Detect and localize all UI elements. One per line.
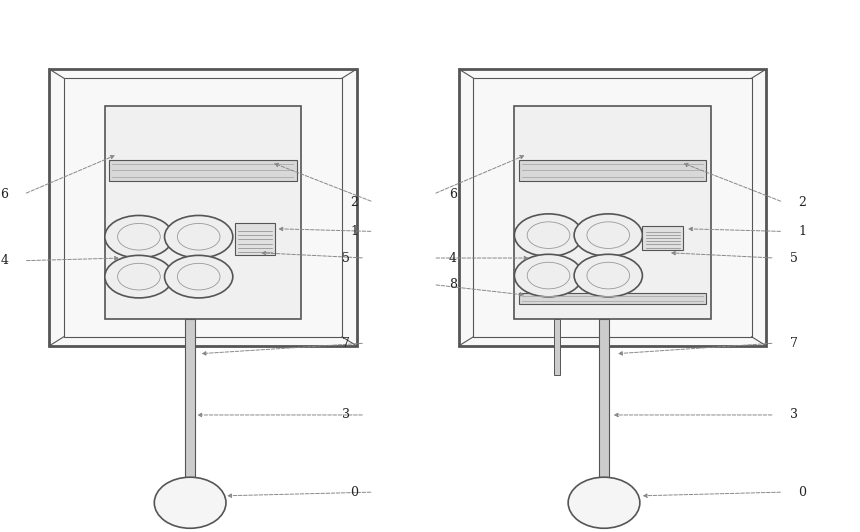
Bar — [49, 69, 357, 346]
Bar — [185, 319, 195, 484]
Text: 5: 5 — [790, 252, 798, 264]
Bar — [514, 106, 710, 319]
Text: 0: 0 — [350, 486, 359, 498]
Text: 1: 1 — [799, 225, 807, 238]
Text: 2: 2 — [799, 196, 807, 209]
Text: 3: 3 — [341, 409, 350, 421]
Bar — [519, 160, 706, 181]
Text: 5: 5 — [341, 252, 350, 264]
Ellipse shape — [514, 254, 583, 297]
Bar — [599, 319, 609, 484]
Text: 2: 2 — [350, 196, 359, 209]
Ellipse shape — [514, 214, 583, 256]
Bar — [554, 319, 561, 375]
Bar — [459, 69, 766, 346]
Text: 4: 4 — [449, 252, 457, 264]
Bar — [64, 78, 342, 337]
Ellipse shape — [164, 215, 233, 258]
Ellipse shape — [568, 477, 640, 528]
Bar — [474, 78, 752, 337]
Ellipse shape — [105, 255, 173, 298]
Text: 0: 0 — [799, 486, 807, 498]
Bar — [109, 160, 297, 181]
Ellipse shape — [154, 477, 226, 528]
Text: 8: 8 — [449, 278, 457, 291]
Ellipse shape — [574, 254, 642, 297]
Text: 7: 7 — [790, 337, 798, 350]
Text: 3: 3 — [790, 409, 798, 421]
Text: 1: 1 — [350, 225, 359, 238]
Text: 6: 6 — [0, 188, 9, 201]
Bar — [642, 226, 684, 250]
Ellipse shape — [105, 215, 173, 258]
Text: 4: 4 — [0, 254, 9, 267]
Bar — [105, 106, 301, 319]
Text: 6: 6 — [449, 188, 457, 201]
Ellipse shape — [164, 255, 233, 298]
Bar — [235, 223, 275, 255]
Text: 7: 7 — [341, 337, 350, 350]
Bar — [519, 293, 706, 304]
Ellipse shape — [574, 214, 642, 256]
